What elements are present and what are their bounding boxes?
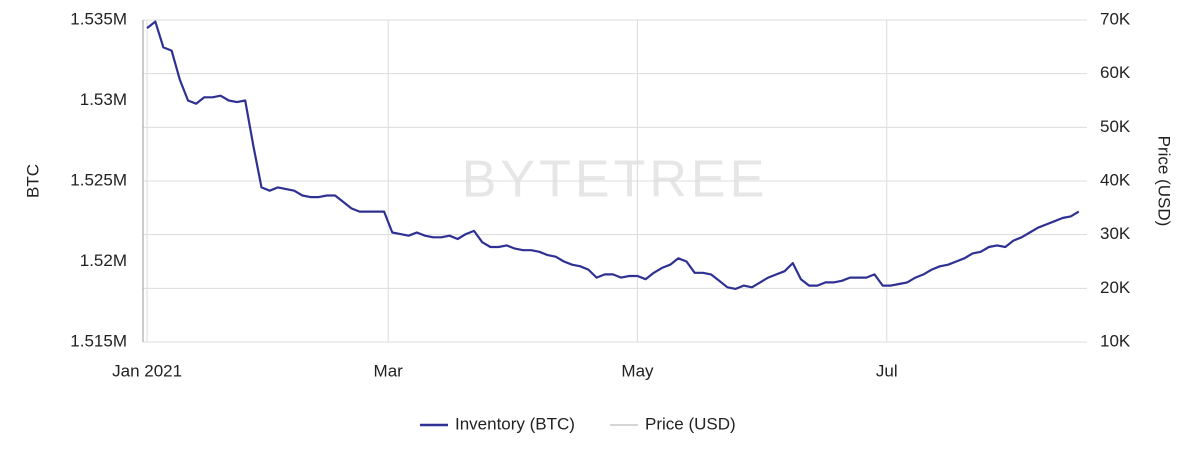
- y2-tick-label: 10K: [1100, 331, 1131, 350]
- legend-label[interactable]: Inventory (BTC): [455, 414, 575, 433]
- y-tick-label: 1.525M: [70, 170, 127, 189]
- y-axis-label: BTC: [23, 164, 42, 198]
- legend-label[interactable]: Price (USD): [645, 414, 736, 433]
- x-tick-label: Mar: [374, 361, 404, 380]
- y-tick-label: 1.515M: [70, 331, 127, 350]
- y2-tick-label: 50K: [1100, 117, 1131, 136]
- y2-axis-label: Price (USD): [1155, 136, 1174, 227]
- y2-tick-label: 40K: [1100, 170, 1131, 189]
- y-tick-label: 1.535M: [70, 9, 127, 28]
- y-tick-label: 1.53M: [80, 90, 127, 109]
- series-line: [146, 20, 1080, 290]
- y2-tick-label: 20K: [1100, 278, 1131, 297]
- y-tick-label: 1.52M: [80, 251, 127, 270]
- y2-tick-label: 60K: [1100, 63, 1131, 82]
- watermark: BYTETREE: [462, 151, 769, 209]
- x-tick-label: May: [621, 361, 654, 380]
- y2-tick-label: 70K: [1100, 9, 1131, 28]
- y2-tick-label: 30K: [1100, 224, 1131, 243]
- x-tick-label: Jul: [876, 361, 898, 380]
- x-tick-label: Jan 2021: [112, 361, 182, 380]
